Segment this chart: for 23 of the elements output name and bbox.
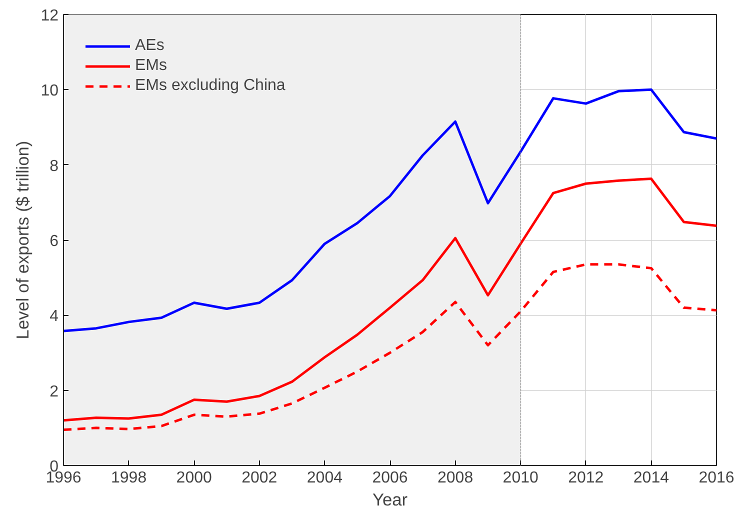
- line-series: [64, 177, 716, 422]
- y-tick-label: 12: [40, 8, 59, 24]
- x-axis-title: Year: [372, 490, 408, 510]
- y-axis-title: Level of exports ($ trillion): [12, 140, 33, 340]
- line-series: [64, 263, 716, 432]
- x-tick-label: 2014: [633, 470, 670, 486]
- x-tick-label: 1998: [111, 470, 147, 486]
- x-tick-label: 2004: [306, 470, 343, 486]
- x-tick-label: 2016: [698, 470, 734, 486]
- legend-label: EMs: [135, 57, 167, 75]
- y-tick-label: 10: [40, 82, 59, 100]
- x-tick-label: 2002: [242, 470, 278, 486]
- legend-label: AEs: [135, 37, 164, 55]
- x-tick-label: 2010: [502, 470, 538, 486]
- x-tick-label: 2000: [176, 470, 212, 486]
- x-tick-label: 2008: [438, 470, 474, 486]
- y-tick-label: 8: [50, 158, 59, 175]
- y-tick-label: 6: [50, 233, 59, 250]
- x-tick-label: 2006: [372, 470, 408, 486]
- y-tick-label: 2: [50, 383, 59, 400]
- y-tick-label: 4: [50, 308, 59, 326]
- x-tick-label: 2012: [568, 470, 604, 486]
- legend-label: EMs excluding China: [135, 77, 286, 95]
